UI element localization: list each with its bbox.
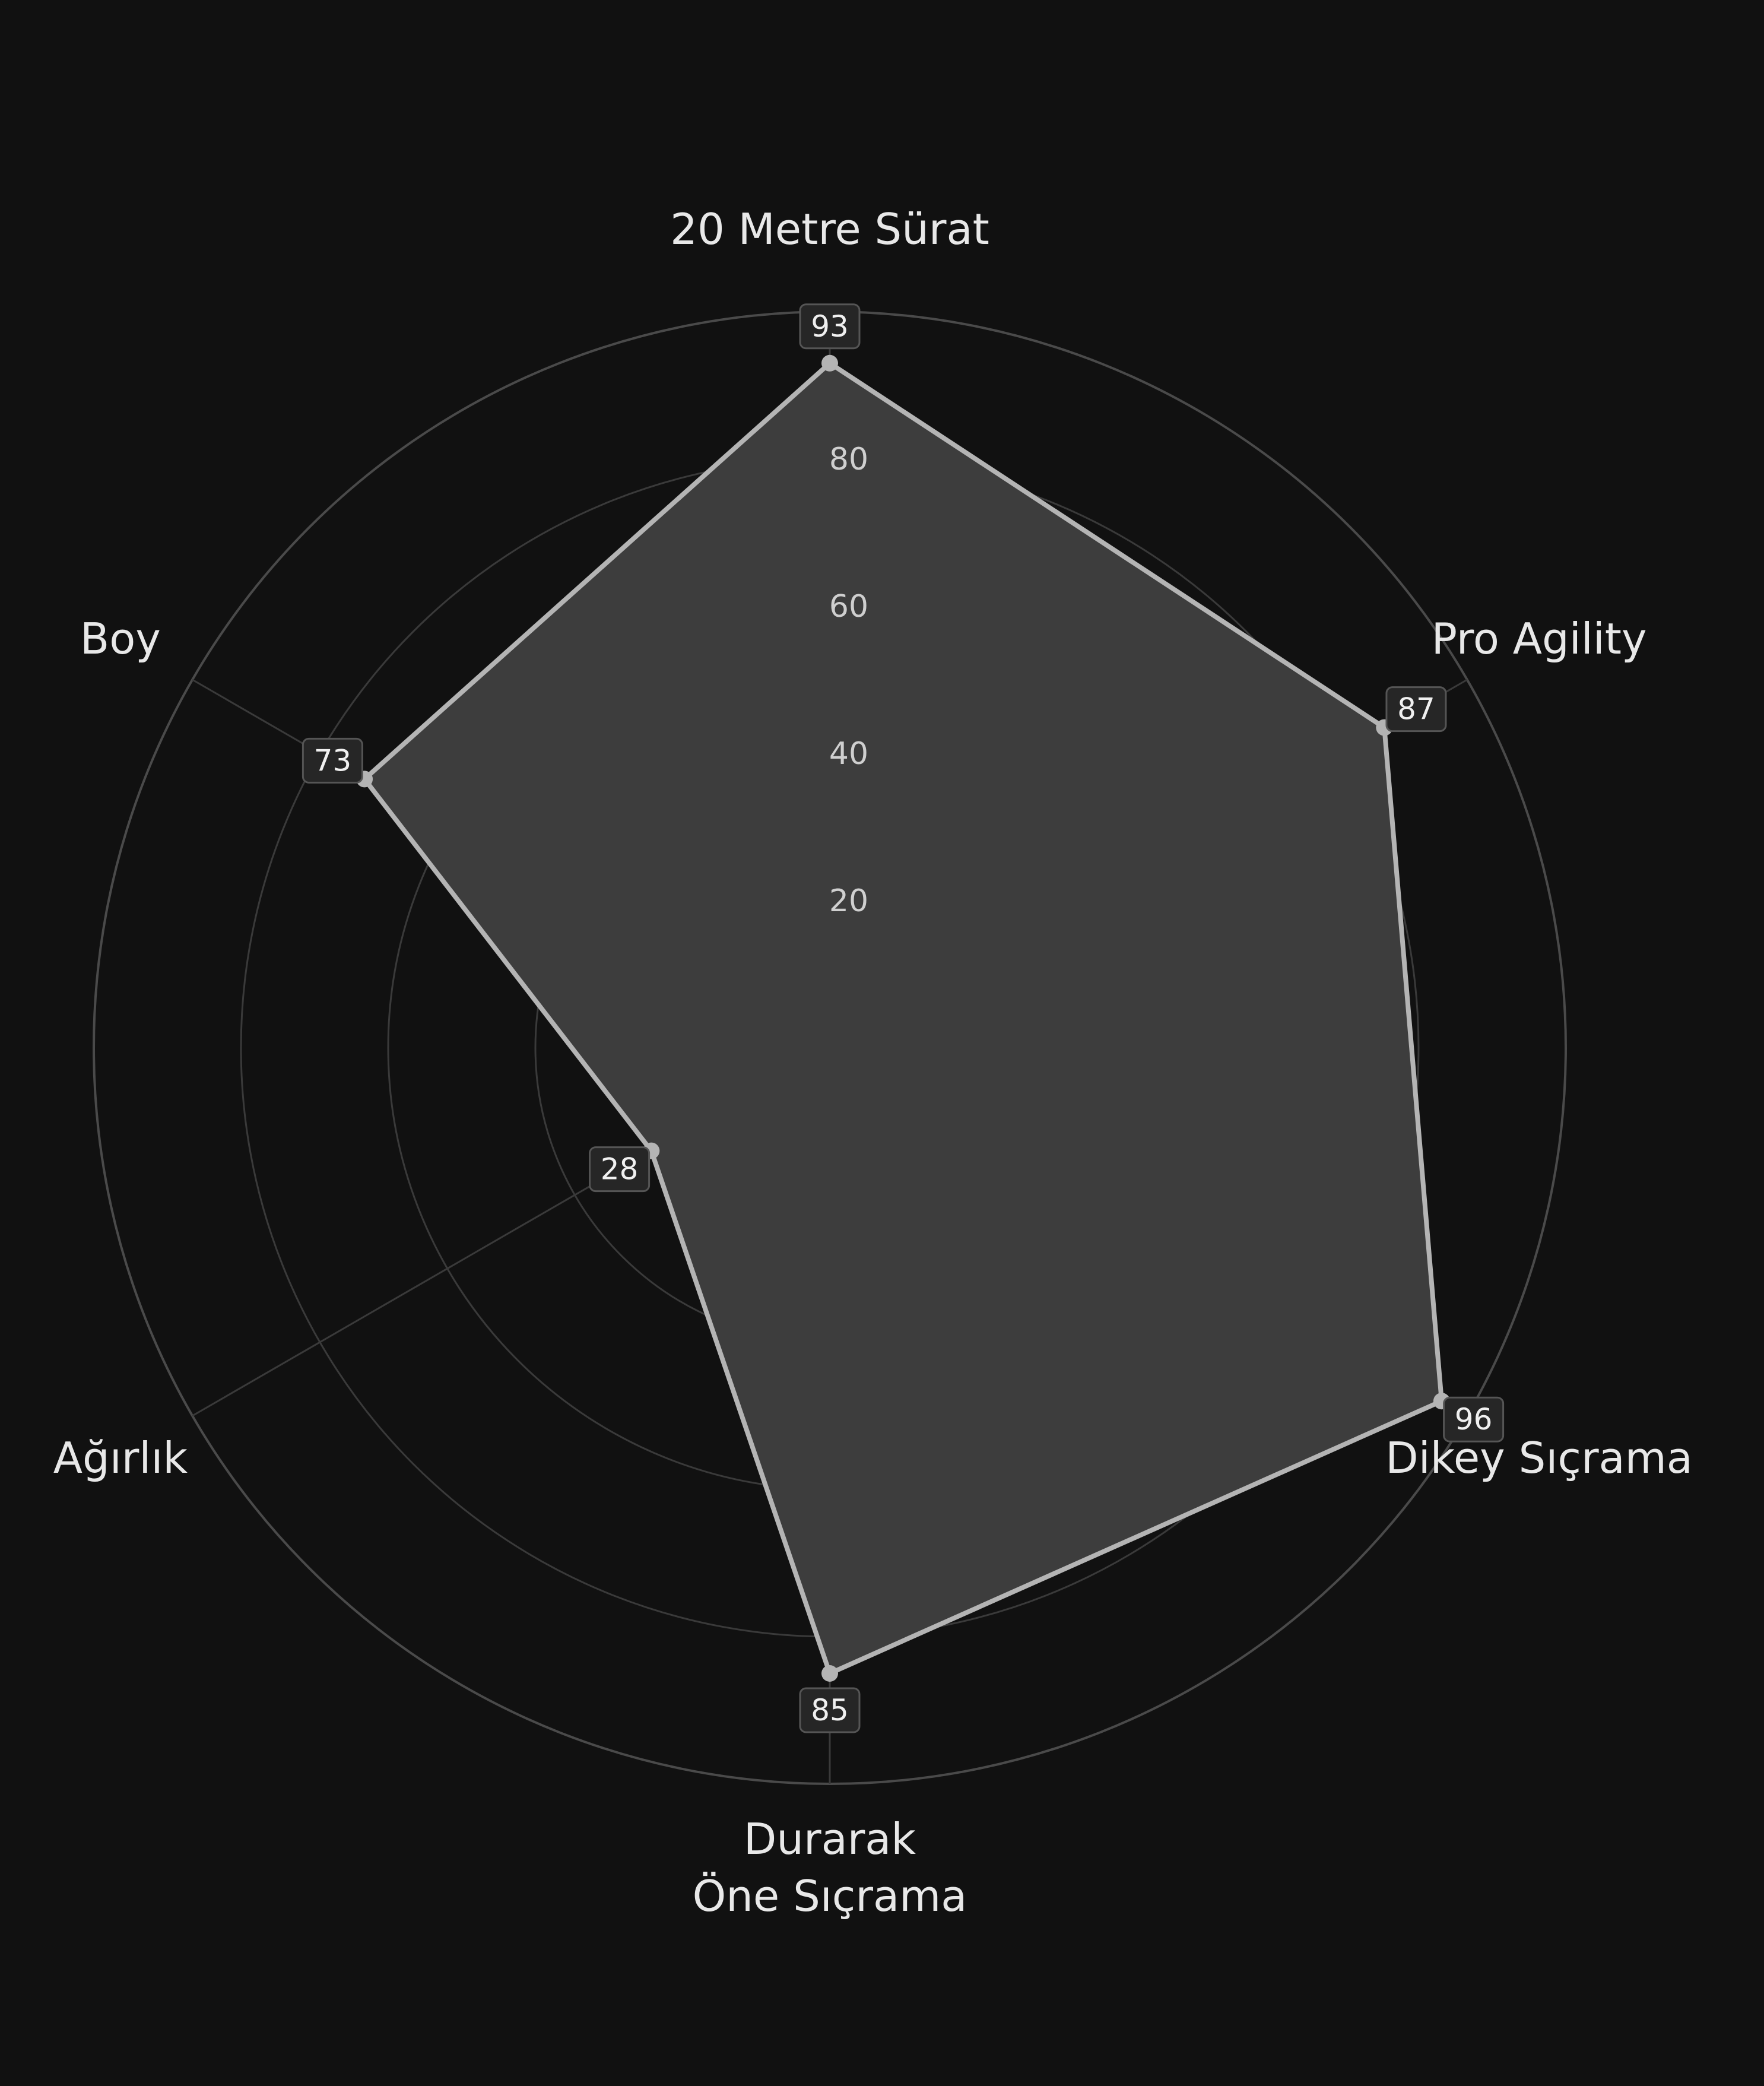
axis-label-2: Dikey Sıçrama bbox=[1385, 1433, 1693, 1483]
value-box-2 bbox=[1443, 1396, 1505, 1443]
value-box-4 bbox=[589, 1146, 651, 1193]
value-label-4: 28 bbox=[589, 1146, 651, 1193]
value-label-2: 96 bbox=[1443, 1396, 1505, 1443]
axis-labels: 20 Metre Sürat Pro Agility Dikey Sıçrama Du… bbox=[53, 204, 1693, 1921]
value-box-1 bbox=[1385, 686, 1447, 733]
tick-label-20: 20 bbox=[829, 883, 868, 919]
value-text-4: 28 bbox=[601, 1152, 639, 1187]
axis-label-3: Durarak Öne Sıçrama bbox=[693, 1814, 967, 1921]
radar-area-group bbox=[362, 360, 1444, 1676]
value-label-0: 93 bbox=[799, 303, 861, 350]
axis-label-0: 20 Metre Sürat bbox=[670, 204, 989, 254]
value-label-5: 73 bbox=[302, 737, 363, 784]
axis-label-5: Boy bbox=[80, 614, 161, 664]
value-text-2: 96 bbox=[1455, 1402, 1493, 1437]
value-text-0: 93 bbox=[811, 309, 849, 344]
data-point-0 bbox=[821, 354, 838, 372]
value-label-3: 85 bbox=[799, 1687, 861, 1733]
value-box-0 bbox=[799, 303, 861, 350]
radial-tick-labels: 20 40 60 80 bbox=[829, 442, 868, 919]
tick-label-60: 60 bbox=[829, 589, 868, 624]
data-value-labels: 93 87 96 85 28 73 bbox=[302, 303, 1505, 1733]
radar-area bbox=[362, 360, 1444, 1676]
value-text-1: 87 bbox=[1397, 692, 1435, 727]
value-box-5 bbox=[302, 737, 363, 784]
tick-label-40: 40 bbox=[829, 736, 868, 772]
value-text-3: 85 bbox=[811, 1693, 849, 1727]
value-box-3 bbox=[799, 1687, 861, 1733]
value-text-5: 73 bbox=[314, 743, 352, 778]
axis-label-1: Pro Agility bbox=[1432, 614, 1647, 664]
value-label-1: 87 bbox=[1385, 686, 1447, 733]
axis-label-4: Ağırlık bbox=[53, 1433, 188, 1483]
tick-label-80: 80 bbox=[829, 442, 868, 477]
data-point-3 bbox=[821, 1665, 838, 1682]
